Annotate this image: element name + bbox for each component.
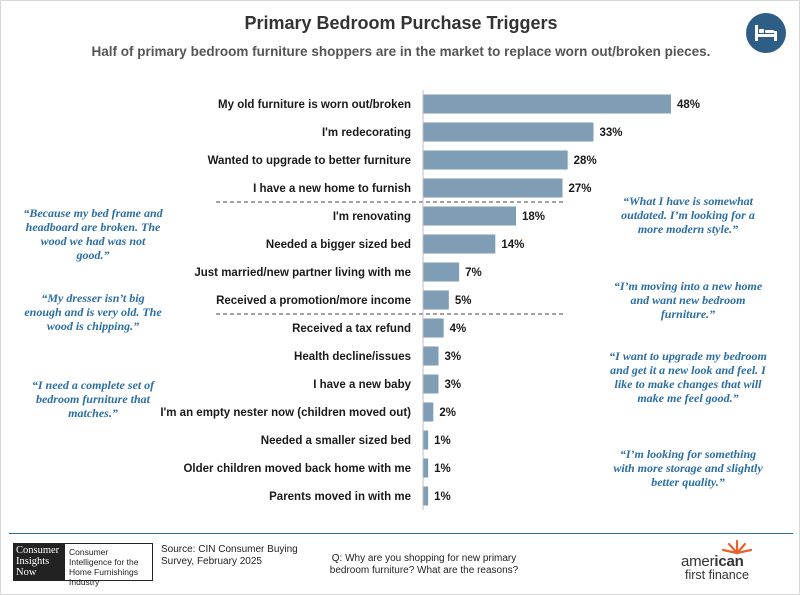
bar [423, 430, 429, 450]
aff-logo-line-1: american [681, 553, 744, 570]
bed-icon-badge [746, 13, 786, 53]
aff-logo-part2: ican [714, 553, 744, 570]
category-label: Needed a bigger sized bed [266, 239, 411, 251]
bar [423, 402, 434, 422]
value-label: 14% [501, 239, 524, 251]
aff-logo-part1: amer [681, 553, 715, 570]
category-label: Health decline/issues [294, 351, 411, 363]
bar [423, 290, 449, 310]
category-label: Received a promotion/more income [216, 295, 411, 307]
cin-logo-line-1: Consumer [16, 545, 60, 556]
bar [423, 262, 460, 282]
american-first-finance-logo: american first finance [681, 539, 781, 583]
bar [423, 150, 568, 170]
value-label: 2% [439, 407, 456, 419]
bar [423, 374, 439, 394]
quote-right-1: “What I have is somewhat outdated. I’m l… [621, 194, 755, 236]
category-label: Received a tax refund [292, 323, 411, 335]
value-label: 18% [522, 211, 545, 223]
value-label: 3% [445, 379, 462, 391]
value-label: 48% [677, 99, 700, 111]
quote-left-3: “I need a complete set of bedroom furnit… [31, 378, 155, 420]
footer-divider [9, 533, 793, 534]
value-label: 1% [434, 463, 451, 475]
category-label: I have a new baby [313, 379, 411, 391]
value-label: 28% [574, 155, 597, 167]
quote-right-3: “I want to upgrade my bedroom and get it… [609, 349, 767, 405]
category-label: I have a new home to furnish [253, 183, 411, 195]
category-label: I'm redecorating [322, 127, 411, 139]
quote-right-4: “I’m looking for something with more sto… [613, 447, 763, 489]
cin-logo-mark: Consumer Insights Now [13, 543, 65, 581]
source-note: Source: CIN Consumer Buying Survey, Febr… [161, 544, 298, 567]
value-label: 7% [465, 267, 482, 279]
value-label: 33% [600, 127, 623, 139]
value-label: 27% [569, 183, 592, 195]
quote-right-2: “I’m moving into a new home and want new… [613, 279, 763, 321]
bar [423, 458, 429, 478]
sunburst-icon [721, 539, 753, 555]
category-label: Wanted to upgrade to better furniture [208, 155, 411, 167]
bar [423, 122, 594, 142]
page-title: Primary Bedroom Purchase Triggers [244, 13, 558, 33]
value-label: 1% [434, 435, 451, 447]
category-label: I'm an empty nester now (children moved … [160, 407, 411, 419]
category-label: Older children moved back home with me [183, 463, 411, 475]
bar [423, 234, 496, 254]
value-label: 1% [434, 491, 451, 503]
category-label: My old furniture is worn out/broken [218, 99, 411, 111]
quote-left-2: “My dresser isn’t big enough and is very… [24, 291, 162, 333]
category-label: Parents moved in with me [269, 491, 411, 503]
category-label: Just married/new partner living with me [194, 267, 411, 279]
bar-chart: My old furniture is worn out/broken 48% I'… [160, 90, 700, 510]
cin-tagline: Consumer Intelligence for the Home Furni… [65, 543, 153, 587]
bar [423, 346, 439, 366]
page-subtitle: Half of primary bedroom furniture shoppe… [91, 44, 711, 59]
quote-left-1: “Because my bed frame and headboard are … [23, 206, 163, 262]
bar [423, 94, 671, 114]
bar [423, 318, 444, 338]
survey-question: Q: Why are you shopping for new primary … [329, 553, 519, 576]
category-label: Needed a smaller sized bed [261, 435, 411, 447]
cin-logo-line-2: Insights [16, 556, 50, 567]
value-label: 5% [455, 295, 472, 307]
bar [423, 486, 429, 506]
bed-icon [755, 25, 777, 41]
bar [423, 206, 516, 226]
category-label: I'm renovating [333, 211, 411, 223]
value-label: 3% [445, 351, 462, 363]
bar [423, 178, 563, 198]
cin-logo: Consumer Insights Now Consumer Intellige… [13, 543, 153, 587]
aff-logo-line-2: first finance [685, 568, 749, 582]
cin-logo-line-3: Now [16, 567, 37, 578]
value-label: 4% [450, 323, 467, 335]
